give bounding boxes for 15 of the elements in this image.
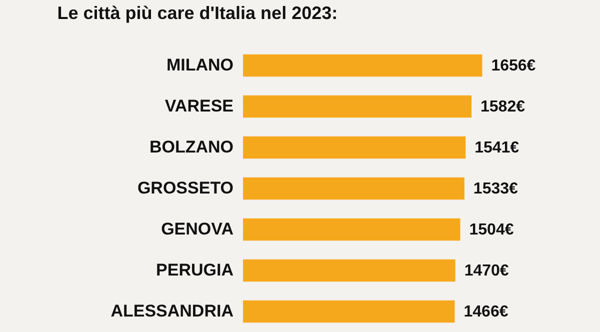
y-tick-label: BOLZANO — [149, 138, 234, 156]
data-label: 1656€ — [491, 58, 536, 74]
data-label: 1582€ — [480, 98, 526, 116]
y-tick-label: MILANO — [166, 56, 234, 74]
data-label: 1533€ — [473, 180, 518, 198]
chart-title: Le città più care d'Italia nel 2023: — [57, 3, 338, 23]
data-label: 1470€ — [464, 262, 509, 280]
y-tick-label: GROSSETO — [137, 178, 234, 198]
data-label: 1541€ — [474, 140, 520, 156]
y-tick-label: ALESSANDRIA — [110, 302, 234, 320]
data-label: 1466€ — [464, 304, 508, 320]
data-label: 1504€ — [469, 222, 514, 238]
y-tick-label: PERUGIA — [156, 260, 234, 280]
y-tick-label: GENOVA — [161, 220, 234, 238]
y-tick-label: VARESE — [164, 96, 234, 116]
